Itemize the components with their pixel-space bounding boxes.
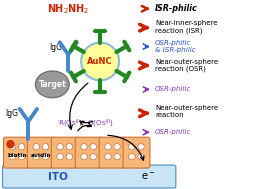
Ellipse shape: [36, 71, 69, 98]
Text: Near-outer-sphere
reaction: Near-outer-sphere reaction: [155, 105, 218, 118]
Circle shape: [105, 143, 111, 150]
FancyBboxPatch shape: [75, 137, 102, 168]
Circle shape: [18, 143, 25, 150]
Circle shape: [18, 153, 25, 160]
Circle shape: [114, 143, 120, 150]
Circle shape: [33, 153, 39, 160]
Text: Near-inner-sphere
reaction (ISR): Near-inner-sphere reaction (ISR): [155, 20, 218, 33]
Circle shape: [138, 143, 144, 150]
Text: R(Os$^{II}$): R(Os$^{II}$): [58, 118, 83, 130]
Text: ISR-philic: ISR-philic: [155, 4, 198, 13]
Text: Near-outer-sphere
reaction (OSR): Near-outer-sphere reaction (OSR): [155, 59, 218, 72]
Circle shape: [57, 153, 63, 160]
Circle shape: [66, 153, 73, 160]
Circle shape: [42, 143, 49, 150]
Circle shape: [81, 143, 87, 150]
Circle shape: [81, 153, 87, 160]
Text: Target: Target: [38, 80, 66, 89]
Circle shape: [66, 143, 73, 150]
FancyBboxPatch shape: [123, 137, 150, 168]
Circle shape: [81, 43, 119, 81]
Circle shape: [9, 153, 16, 160]
FancyBboxPatch shape: [51, 137, 78, 168]
Circle shape: [90, 143, 97, 150]
Text: AuNC: AuNC: [87, 57, 113, 66]
FancyBboxPatch shape: [3, 137, 31, 168]
FancyBboxPatch shape: [3, 165, 176, 188]
Circle shape: [9, 143, 16, 150]
Circle shape: [129, 143, 135, 150]
FancyBboxPatch shape: [27, 137, 54, 168]
Circle shape: [33, 143, 39, 150]
Circle shape: [7, 141, 14, 148]
Text: OSR-philic
& ISR-philic: OSR-philic & ISR-philic: [155, 40, 195, 53]
Circle shape: [105, 153, 111, 160]
Text: OSR-philic: OSR-philic: [155, 86, 191, 92]
FancyBboxPatch shape: [99, 137, 126, 168]
Circle shape: [138, 153, 144, 160]
Text: ITO: ITO: [48, 172, 68, 182]
Circle shape: [42, 153, 49, 160]
Text: OSR-philic: OSR-philic: [155, 129, 191, 135]
Circle shape: [129, 153, 135, 160]
Circle shape: [114, 153, 120, 160]
Text: IgG: IgG: [6, 109, 18, 118]
Text: avidin: avidin: [31, 153, 52, 158]
Text: e$^-$: e$^-$: [141, 171, 155, 182]
Text: NH$_2$NH$_2$: NH$_2$NH$_2$: [47, 2, 89, 16]
Text: biotin: biotin: [8, 153, 27, 158]
Text: IgG: IgG: [49, 43, 62, 52]
Circle shape: [90, 153, 97, 160]
Circle shape: [57, 143, 63, 150]
Text: O(Os$^{III}$): O(Os$^{III}$): [87, 118, 114, 130]
